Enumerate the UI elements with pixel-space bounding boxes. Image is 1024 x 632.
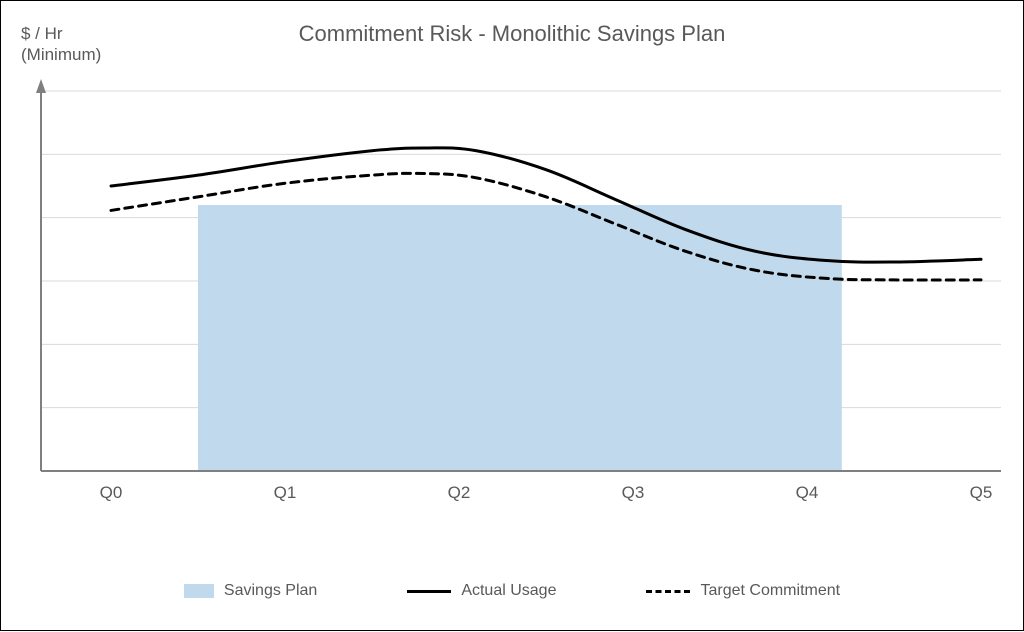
legend-label: Actual Usage: [461, 582, 556, 600]
chart-title: Commitment Risk - Monolithic Savings Pla…: [1, 21, 1023, 47]
legend: Savings Plan Actual Usage Target Commitm…: [1, 582, 1023, 600]
legend-item-actual-usage: Actual Usage: [407, 582, 556, 600]
legend-label: Target Commitment: [700, 582, 840, 600]
x-tick-label: Q4: [796, 483, 819, 503]
x-tick-label: Q3: [622, 483, 645, 503]
y-axis-label-line1: $ / Hr: [21, 24, 63, 43]
legend-line-target-commitment: [646, 590, 690, 593]
x-tick-label: Q1: [274, 483, 297, 503]
legend-line-actual-usage: [407, 590, 451, 593]
y-axis-label: $ / Hr (Minimum): [21, 23, 101, 66]
x-tick-label: Q5: [970, 483, 993, 503]
legend-item-target-commitment: Target Commitment: [646, 582, 840, 600]
x-tick-label: Q0: [100, 483, 123, 503]
chart-frame: Commitment Risk - Monolithic Savings Pla…: [0, 0, 1024, 631]
x-tick-label: Q2: [448, 483, 471, 503]
chart-plot: [1, 1, 1024, 632]
legend-swatch-savings-plan: [184, 584, 214, 598]
y-axis-label-line2: (Minimum): [21, 45, 101, 64]
legend-item-savings-plan: Savings Plan: [184, 582, 317, 600]
x-axis-ticks: Q0 Q1 Q2 Q3 Q4 Q5: [1, 483, 1024, 507]
legend-label: Savings Plan: [224, 582, 317, 600]
